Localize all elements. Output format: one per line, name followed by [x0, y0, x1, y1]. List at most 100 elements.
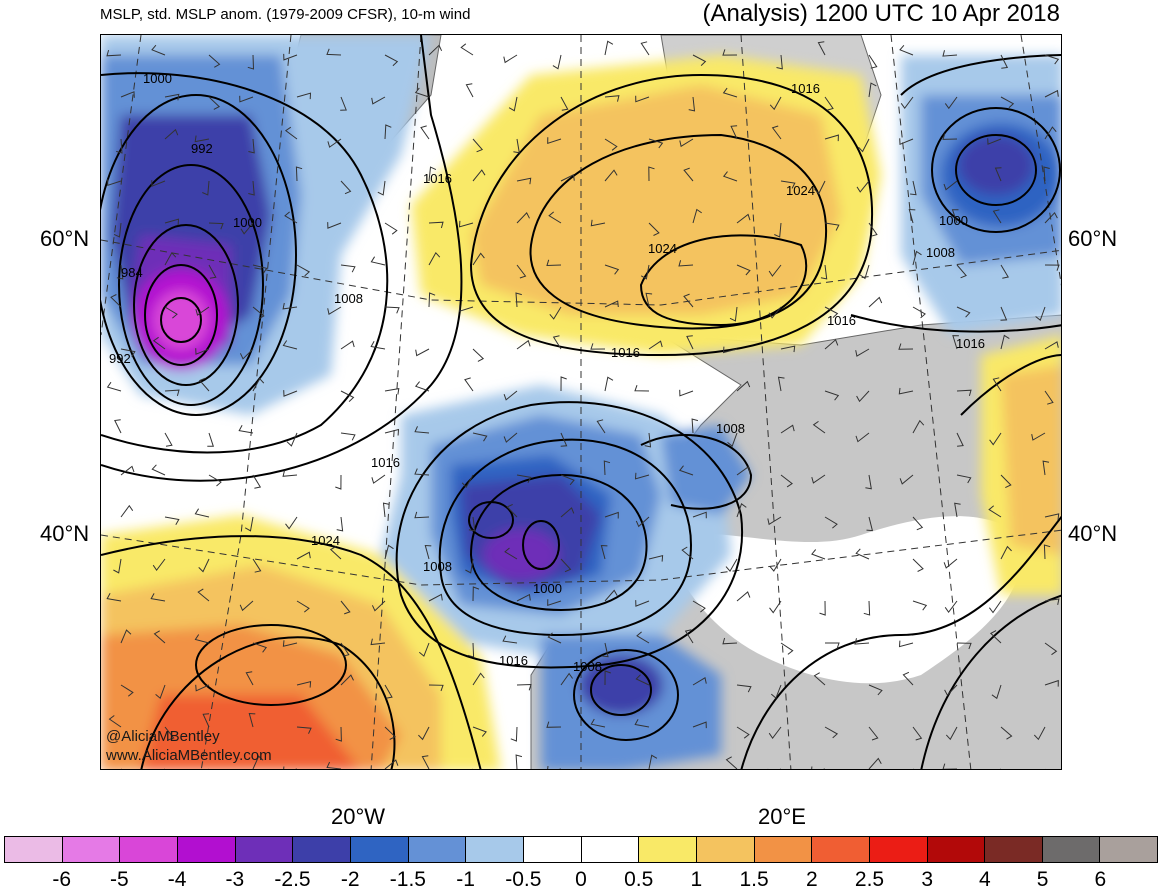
wind-barb [736, 465, 751, 476]
wind-barb [987, 138, 1002, 145]
wind-barb [384, 544, 394, 560]
colorbar-tick-label: -6 [52, 868, 72, 891]
wind-barb [725, 558, 738, 572]
wind-barb [510, 726, 518, 742]
lat-label-60n-right: 60°N [1068, 226, 1118, 251]
wind-barb [282, 302, 298, 310]
colorbar-swatch [120, 837, 178, 862]
colorbar-tick-label: -2 [340, 868, 360, 891]
wind-barb [198, 377, 210, 392]
wind-barb [899, 44, 914, 56]
wind-barb [681, 546, 694, 560]
colorbar-tick-label: 0 [575, 868, 587, 891]
wind-barb [1000, 334, 1010, 350]
wind-barb [194, 634, 210, 644]
wind-barb [464, 377, 474, 392]
wind-barb [1044, 679, 1059, 687]
wind-barb [472, 432, 488, 442]
wind-barb [590, 343, 606, 350]
wind-barb [942, 133, 958, 140]
wind-barb [326, 761, 342, 769]
wind-barb [956, 642, 972, 650]
wind-barb [208, 474, 222, 487]
wind-barb [516, 212, 530, 224]
wind-barb [736, 502, 747, 518]
wind-barb [461, 474, 474, 489]
wind-barb [868, 296, 883, 308]
wind-barb [467, 642, 475, 658]
wind-barb [106, 49, 122, 57]
colorbar-swatch [293, 837, 351, 862]
wind-barb [644, 432, 652, 448]
colorbar-swatch [62, 837, 121, 862]
wind-barb [634, 719, 650, 728]
wind-barb [414, 381, 430, 392]
wind-barb [1000, 545, 1012, 560]
wind-barb [248, 712, 256, 728]
wind-barb [428, 44, 443, 56]
wind-barb [866, 516, 874, 532]
wind-barb [942, 50, 958, 57]
wind-barb [113, 222, 122, 238]
wind-barb [120, 629, 132, 644]
wind-barb [683, 293, 694, 308]
colorbar-tick-label: -1.5 [389, 868, 426, 891]
wind-barb [956, 389, 972, 397]
colorbar-tick-label: 2 [805, 868, 818, 891]
wind-barb [992, 209, 1002, 224]
wind-barb [604, 300, 619, 308]
wind-barb [988, 505, 1002, 518]
colorbar-tick-label: -4 [167, 868, 187, 891]
colorbar-swatch [235, 837, 294, 862]
wind-barb [516, 177, 532, 185]
wind-barb [774, 222, 782, 238]
wind-barb [195, 348, 210, 355]
wind-barb [428, 684, 444, 692]
isobar-label: 1008 [334, 291, 363, 306]
wind-barb [989, 432, 1002, 446]
wind-barb [898, 343, 914, 350]
wind-barb [902, 671, 914, 686]
wind-barb [382, 502, 390, 518]
wind-barb [284, 211, 298, 224]
wind-barb [1000, 264, 1009, 279]
wind-barb [863, 600, 871, 616]
wind-barb [240, 222, 254, 235]
wind-barb [603, 460, 611, 476]
colorbar-tick-label: 2.5 [854, 868, 885, 891]
wind-barb [108, 715, 122, 728]
credit-handle: @AliciaMBentley [106, 728, 220, 745]
wind-barb [1043, 166, 1050, 182]
wind-barb [692, 768, 693, 769]
wind-barb [516, 264, 527, 279]
wind-barb [502, 635, 518, 644]
wind-barb [692, 208, 702, 224]
wind-barb [329, 546, 342, 560]
wind-barb [472, 138, 484, 153]
wind-barb [107, 179, 122, 186]
wind-barb [472, 348, 485, 362]
wind-barb [1044, 126, 1057, 140]
wind-barb [858, 138, 870, 153]
wind-barb [208, 96, 221, 110]
wind-barb [855, 432, 870, 443]
wind-barb [296, 551, 311, 560]
wind-barb [648, 138, 664, 149]
wind-barb [913, 768, 914, 769]
wind-barb [547, 137, 562, 144]
wind-barb [370, 341, 386, 350]
wind-barb [116, 138, 123, 154]
wind-barb [868, 54, 878, 69]
wind-barb [202, 713, 210, 728]
wind-barb [811, 766, 825, 769]
isobar-label: 1024 [648, 241, 677, 256]
wind-barb [465, 558, 474, 574]
map-canvas: 1000 992 1000 984 992 1008 1016 1016 102… [101, 35, 1061, 769]
wind-barb [340, 264, 356, 273]
wind-barb [164, 93, 180, 101]
wind-barb [812, 420, 826, 434]
wind-barb [252, 377, 265, 392]
wind-barb [736, 726, 750, 739]
wind-barb [384, 428, 400, 436]
wind-barb [898, 387, 914, 395]
